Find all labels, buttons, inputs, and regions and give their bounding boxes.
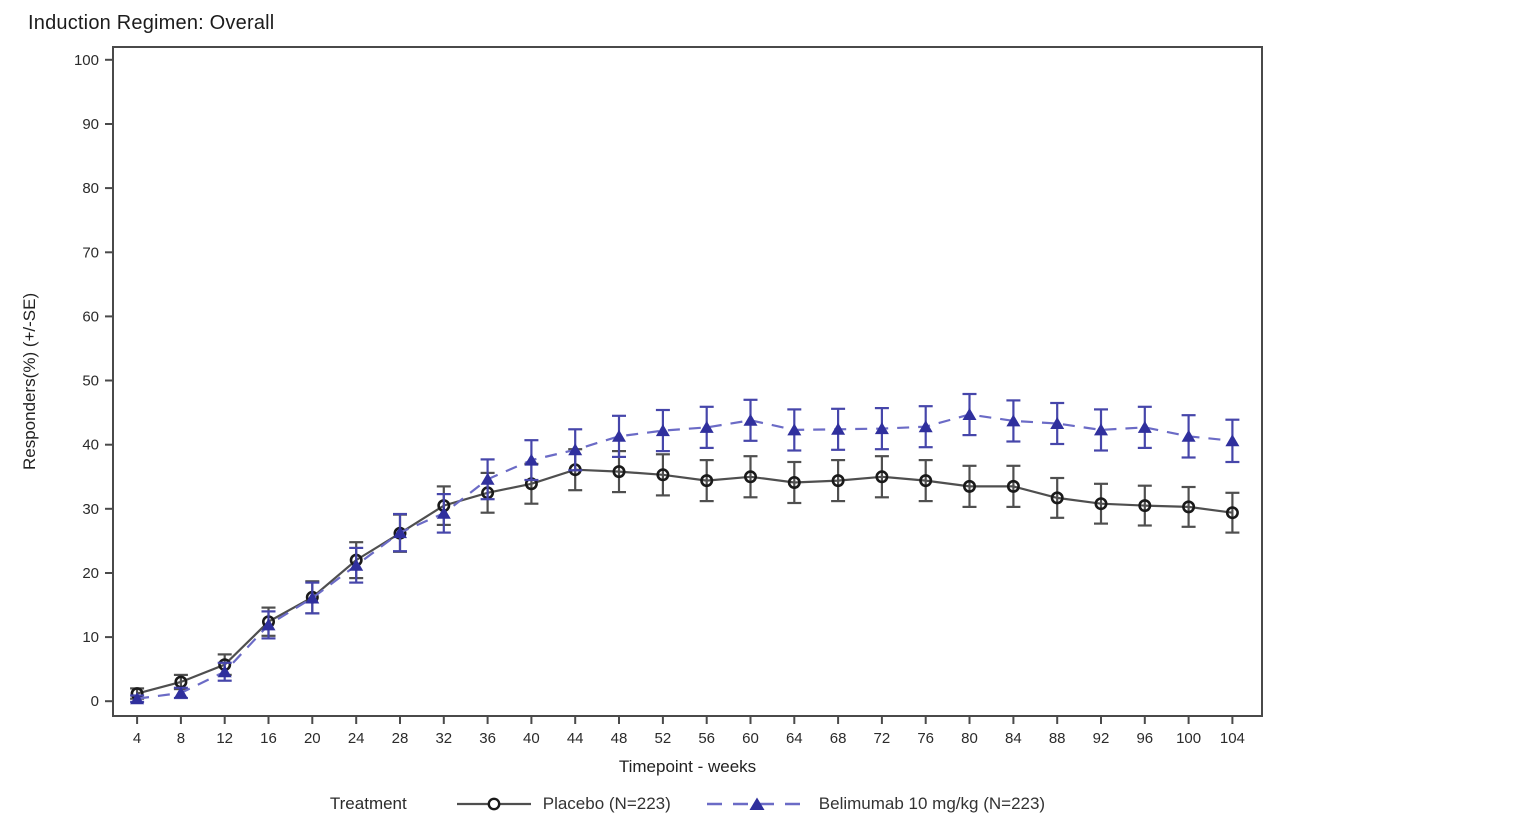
svg-text:90: 90 xyxy=(82,116,99,133)
svg-text:64: 64 xyxy=(786,730,803,747)
svg-text:104: 104 xyxy=(1220,730,1245,747)
svg-text:56: 56 xyxy=(698,730,715,747)
svg-text:28: 28 xyxy=(392,730,409,747)
svg-text:0: 0 xyxy=(91,693,99,710)
svg-text:16: 16 xyxy=(260,730,277,747)
y-axis-label: Responders(%) (+/-SE) xyxy=(20,292,39,471)
svg-text:80: 80 xyxy=(82,180,99,197)
svg-text:44: 44 xyxy=(567,730,584,747)
svg-text:40: 40 xyxy=(523,730,540,747)
placebo-legend-marker xyxy=(487,797,501,811)
svg-text:52: 52 xyxy=(655,730,672,747)
chart-title: Induction Regimen: Overall xyxy=(28,12,275,34)
belimumab-line-triangle-icon xyxy=(706,797,807,810)
legend-item-placebo: Placebo (N=223) xyxy=(455,794,671,814)
placebo-line-circle-icon xyxy=(456,797,531,811)
svg-text:20: 20 xyxy=(304,730,321,747)
svg-text:8: 8 xyxy=(177,730,185,747)
svg-text:100: 100 xyxy=(1176,730,1201,747)
svg-text:12: 12 xyxy=(216,730,233,747)
svg-text:80: 80 xyxy=(961,730,978,747)
svg-text:48: 48 xyxy=(611,730,628,747)
svg-text:68: 68 xyxy=(830,730,847,747)
svg-text:50: 50 xyxy=(82,373,99,390)
svg-text:10: 10 xyxy=(82,629,99,646)
svg-text:24: 24 xyxy=(348,730,365,747)
svg-text:72: 72 xyxy=(874,730,891,747)
svg-text:76: 76 xyxy=(917,730,934,747)
svg-text:30: 30 xyxy=(82,501,99,518)
legend-title: Treatment xyxy=(329,794,407,813)
svg-text:60: 60 xyxy=(82,308,99,325)
svg-text:32: 32 xyxy=(435,730,452,747)
legend-label-placebo: Placebo (N=223) xyxy=(542,794,671,813)
x-axis-label: Timepoint - weeks xyxy=(618,757,757,776)
svg-text:36: 36 xyxy=(479,730,496,747)
svg-text:70: 70 xyxy=(82,244,99,261)
svg-text:84: 84 xyxy=(1005,730,1022,747)
svg-text:4: 4 xyxy=(133,730,141,747)
legend-label-belimumab: Belimumab 10 mg/kg (N=223) xyxy=(818,794,1046,813)
svg-text:88: 88 xyxy=(1049,730,1066,747)
svg-text:96: 96 xyxy=(1136,730,1153,747)
legend-item-belimumab: Belimumab 10 mg/kg (N=223) xyxy=(705,794,1045,814)
svg-text:20: 20 xyxy=(82,565,99,582)
legend: Treatment Placebo (N=223) Belimumab 10 m… xyxy=(113,794,1262,814)
belimumab-legend-marker xyxy=(749,797,765,810)
svg-text:60: 60 xyxy=(742,730,759,747)
svg-text:100: 100 xyxy=(74,52,99,69)
svg-text:40: 40 xyxy=(82,437,99,454)
svg-text:92: 92 xyxy=(1093,730,1110,747)
